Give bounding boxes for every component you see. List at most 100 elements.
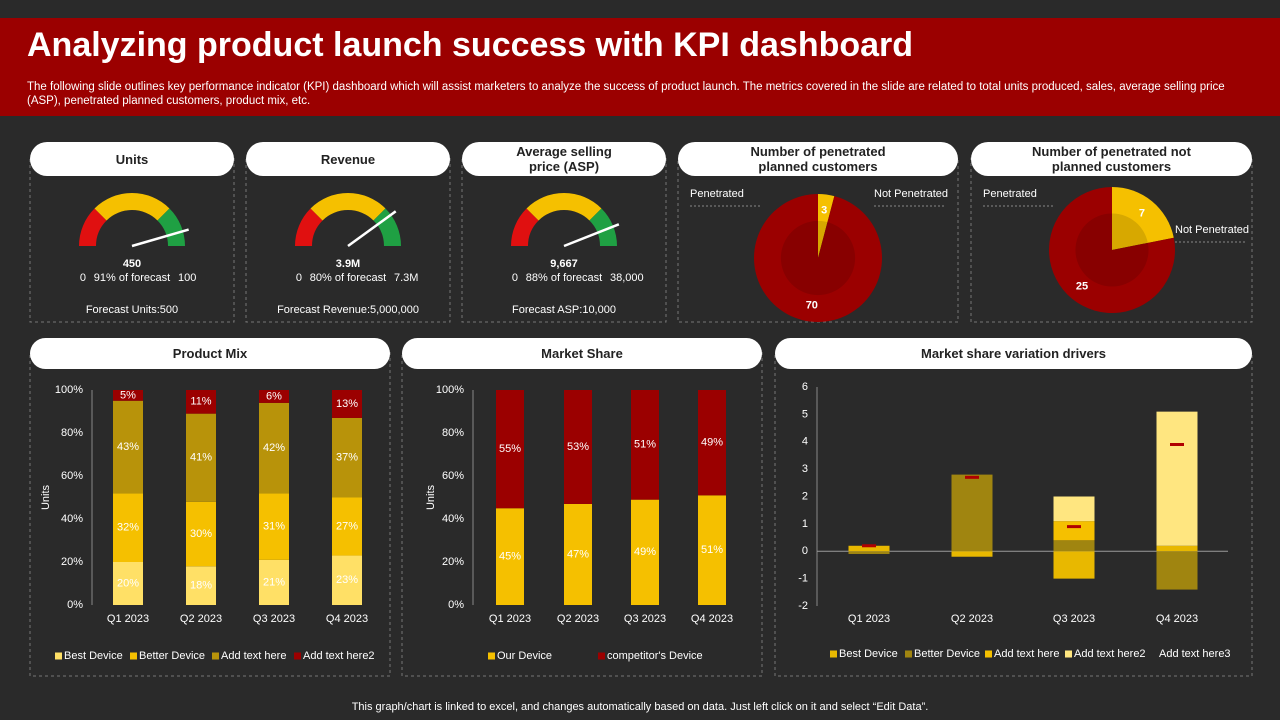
legend-label: Our Device: [497, 650, 552, 662]
gauge-value: 9,667: [550, 258, 578, 270]
y-tick-label: 4: [802, 436, 808, 448]
gauge-max: 7.3M: [394, 272, 418, 284]
slice-value: 7: [1139, 207, 1145, 219]
card-frame: [461, 157, 667, 323]
card-frame: [29, 157, 235, 323]
y-tick-label: 80%: [61, 427, 83, 439]
card-header: Market share variation drivers: [775, 338, 1252, 369]
bar-segment: [113, 562, 143, 605]
legend-swatch: [598, 652, 605, 660]
gauge-band: [157, 208, 185, 246]
legend-label: Add text here2: [303, 650, 375, 662]
bar-segment: [332, 497, 362, 556]
card-header: Number of penetrated not planned custome…: [971, 142, 1252, 176]
y-tick-label: 2: [802, 490, 808, 502]
value-label: 53%: [567, 441, 589, 453]
forecast-note: Forecast ASP:10,000: [512, 304, 616, 316]
bar-segment: [496, 508, 524, 605]
bar-segment: [951, 474, 993, 552]
bar-segment: [259, 402, 289, 494]
page-description: The following slide outlines key perform…: [27, 81, 1225, 107]
card-frame: [774, 351, 1253, 677]
legend-swatch: [294, 652, 301, 660]
value-label: 23%: [336, 574, 358, 586]
y-tick-label: 100%: [436, 384, 464, 396]
value-label: 47%: [567, 548, 589, 560]
bar-segment: [113, 400, 143, 494]
x-tick-label: Q4 2023: [326, 613, 368, 625]
gauge-max: 100: [178, 272, 196, 284]
legend-swatch: [488, 652, 495, 660]
y-tick-label: 5: [802, 408, 808, 420]
gauge-band: [295, 208, 323, 246]
legend-swatch: [905, 650, 912, 658]
bar-segment: [186, 413, 216, 502]
gauge-percent-label: 80% of forecast: [310, 272, 386, 284]
forecast-note: Forecast Units:500: [86, 304, 178, 316]
value-label: 51%: [634, 439, 656, 451]
x-tick-label: Q3 2023: [253, 613, 295, 625]
y-tick-label: 0%: [448, 599, 464, 611]
card-header: Product Mix: [30, 338, 390, 369]
y-tick-label: 0%: [67, 599, 83, 611]
x-tick-label: Q4 2023: [1156, 613, 1198, 625]
x-tick-label: Q1 2023: [107, 613, 149, 625]
card-title: Product Mix: [172, 346, 248, 361]
bar-segment: [113, 390, 143, 401]
value-label: 55%: [499, 443, 521, 455]
gauge-value: 3.9M: [336, 258, 360, 270]
page-title: Analyzing product launch success with KP…: [27, 26, 914, 64]
legend-label: Add text here: [994, 648, 1059, 660]
y-tick-label: 1: [802, 518, 808, 530]
y-axis-label: Units: [40, 484, 52, 510]
gauge-needle: [563, 223, 620, 248]
legend-swatch: [212, 652, 219, 660]
category-label: Penetrated: [690, 188, 744, 200]
legend-swatch: [130, 652, 137, 660]
card-title: Revenue: [320, 151, 376, 167]
value-label: 30%: [190, 528, 212, 540]
y-axis-label: Units: [425, 484, 437, 510]
bar-segment: [1053, 551, 1095, 579]
gauge-band: [373, 208, 401, 246]
bar-segment: [1156, 545, 1198, 552]
bar-segment: [698, 495, 726, 605]
bar-segment: [631, 499, 659, 605]
y-tick-label: 60%: [61, 470, 83, 482]
legend-label: Better Device: [914, 648, 980, 660]
gauge-min: 0: [80, 272, 86, 284]
card-title: Number of penetrated planned customers: [750, 144, 886, 174]
value-label: 42%: [263, 442, 285, 454]
slice-value: 3: [821, 204, 827, 216]
bar-segment: [951, 551, 993, 557]
bar-segment: [564, 503, 592, 605]
legend-label: competitor's Device: [607, 650, 703, 662]
gauge-band: [526, 192, 602, 221]
pie-inner-ring: [1075, 213, 1149, 287]
value-label: 45%: [499, 551, 521, 563]
category-label: Penetrated: [983, 188, 1037, 200]
slice-value: 25: [1076, 280, 1088, 292]
card-title: Units: [115, 151, 149, 167]
value-label: 13%: [336, 398, 358, 410]
gauge-band: [310, 192, 386, 221]
x-tick-label: Q3 2023: [1053, 613, 1095, 625]
bar-segment: [1156, 551, 1198, 590]
bar-segment: [113, 493, 143, 562]
gauge-max: 38,000: [610, 272, 644, 284]
pie-inner-ring: [780, 220, 856, 296]
gauge-value: 450: [123, 258, 141, 270]
y-tick-label: 6: [802, 381, 808, 393]
value-label: 37%: [336, 452, 358, 464]
y-tick-label: 80%: [442, 427, 464, 439]
legend-label: Best Device: [839, 648, 898, 660]
card-title: Market share variation drivers: [921, 346, 1106, 361]
gauge-percent-label: 88% of forecast: [526, 272, 602, 284]
header-band: [0, 18, 1280, 116]
gauge-percent-label: 91% of forecast: [94, 272, 170, 284]
value-label: 18%: [190, 580, 212, 592]
gauge-band: [94, 192, 170, 221]
y-tick-label: 40%: [442, 513, 464, 525]
